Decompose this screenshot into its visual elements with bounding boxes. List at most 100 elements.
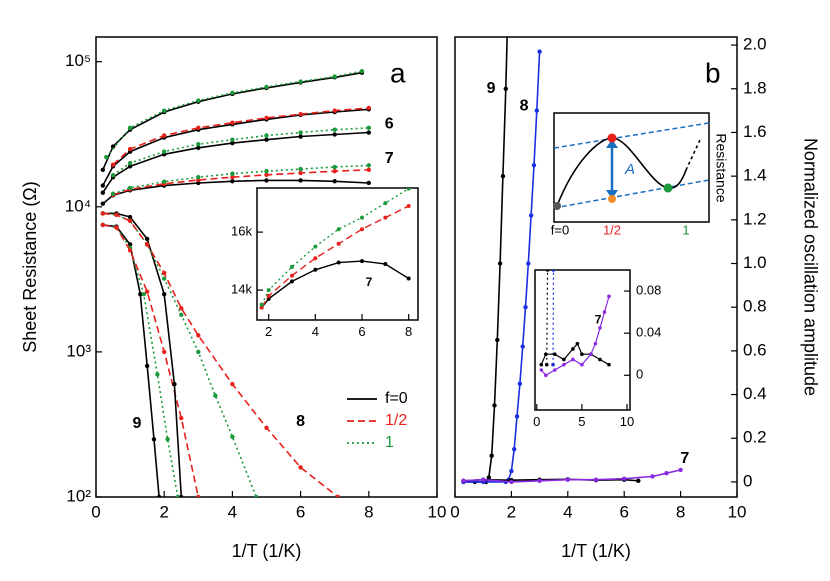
series-marker: [144, 363, 150, 369]
series-marker: [509, 479, 514, 485]
series-marker: [230, 137, 235, 142]
x-tick-label: 6: [358, 324, 365, 339]
point-f0: [553, 202, 561, 210]
series-marker: [503, 86, 508, 91]
y-tick-label: 0.2: [743, 428, 767, 447]
x-tick-label: 6: [296, 503, 305, 522]
series-marker: [539, 362, 544, 367]
series-marker: [230, 381, 235, 387]
plot-area: [461, 37, 683, 485]
x-tick-label: 10: [428, 503, 447, 522]
series-marker: [179, 306, 184, 311]
series-marker: [622, 476, 627, 481]
series-marker: [571, 347, 575, 351]
panel-label: a: [390, 57, 406, 88]
y-tick-label: 0: [743, 471, 752, 490]
legend-label: 1: [385, 434, 394, 451]
series-marker: [213, 393, 218, 398]
series-marker: [196, 125, 201, 131]
series-marker: [264, 425, 269, 430]
y-axis-label: Normalized oscillation amplitude: [800, 138, 820, 396]
series-marker: [528, 213, 534, 218]
series-marker: [138, 291, 143, 297]
y-tick-label: 16k: [231, 224, 252, 239]
y-tick-label: 1.0: [743, 253, 767, 272]
y-tick-label: 0.4: [743, 384, 767, 403]
x-tick-label: 10: [728, 503, 747, 522]
schematic-x-label: f=0: [551, 222, 569, 237]
series-marker: [298, 178, 303, 183]
series-marker: [266, 293, 271, 298]
series-marker: [264, 133, 269, 138]
series-marker: [495, 337, 500, 343]
series-marker: [537, 478, 542, 484]
y-tick-label: 0: [636, 367, 643, 382]
series-marker: [172, 381, 177, 387]
point-f1: [663, 183, 673, 193]
x-tick-label: 4: [228, 503, 237, 522]
series-marker: [162, 276, 167, 281]
y-tick-label: 0.08: [636, 282, 661, 297]
series-marker: [298, 134, 303, 139]
schematic: A f=0 1/2 1 Resistance: [551, 112, 729, 237]
series-line: [463, 469, 681, 483]
curve-label: 7: [680, 450, 689, 467]
series-marker: [366, 180, 371, 186]
series-marker: [100, 201, 106, 206]
series-marker: [526, 261, 531, 266]
series-marker: [531, 163, 537, 168]
curve-label: 8: [296, 413, 305, 430]
x-axis-label: 1/T (1/K): [232, 541, 302, 561]
x-tick-label: 4: [563, 503, 572, 522]
series-marker: [290, 279, 294, 284]
series-marker: [179, 494, 184, 497]
series-marker: [254, 494, 259, 497]
schematic-x-label: 1: [682, 222, 689, 237]
series-marker: [571, 357, 575, 362]
series-marker: [492, 403, 497, 408]
series-marker: [266, 288, 271, 293]
y-tick-label: 0.8: [743, 297, 767, 316]
x-tick-label: 8: [405, 324, 412, 339]
series-marker: [359, 69, 365, 74]
series-marker: [151, 437, 157, 442]
series-marker: [127, 160, 133, 166]
series-marker: [406, 188, 411, 191]
series-marker: [332, 127, 337, 132]
series-marker: [332, 74, 337, 79]
series-line: [546, 270, 549, 365]
series-marker: [162, 270, 167, 276]
series-line: [102, 108, 369, 186]
series-marker: [100, 211, 106, 216]
series-marker: [162, 291, 167, 297]
series-marker: [562, 357, 566, 362]
curve-label: 9: [487, 80, 496, 97]
series-marker: [514, 414, 520, 419]
x-tick-label: 2: [507, 503, 516, 522]
series-marker: [607, 294, 611, 299]
series-marker: [298, 170, 303, 176]
series-marker: [313, 267, 318, 272]
series-marker: [336, 241, 341, 246]
series-marker: [336, 260, 341, 265]
series-marker: [336, 227, 341, 232]
series-marker: [264, 84, 269, 90]
panel-label: b: [705, 57, 721, 88]
series-marker: [383, 262, 388, 267]
series-marker: [179, 312, 184, 318]
series-marker: [196, 142, 201, 147]
series-marker: [551, 362, 555, 367]
x-tick-label: 2: [265, 324, 272, 339]
y-axis-label: Sheet Resistance (Ω): [20, 181, 40, 353]
series-marker: [486, 475, 492, 480]
curve-label: 6: [385, 116, 394, 133]
y-tick-label: 10²: [66, 486, 91, 505]
curve-label: 7: [385, 150, 394, 167]
series-marker: [100, 183, 106, 188]
y-tick-label: 0.04: [636, 325, 661, 340]
series-marker: [127, 185, 133, 191]
series-marker: [602, 310, 607, 314]
series-marker: [332, 164, 337, 170]
x-tick-label: 10: [620, 414, 634, 429]
y-tick-label: 1.8: [743, 78, 767, 97]
